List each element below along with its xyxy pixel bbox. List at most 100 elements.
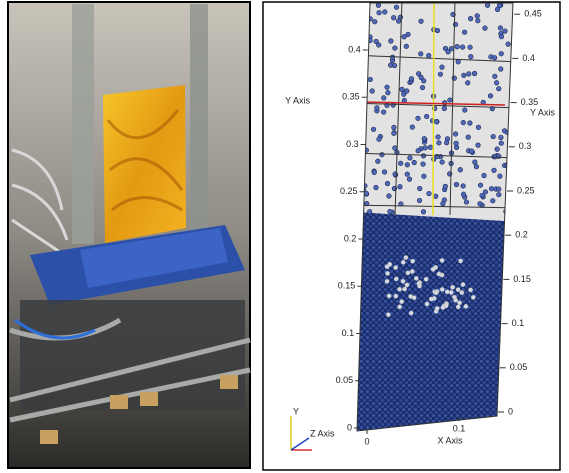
particle	[382, 10, 387, 15]
particle	[468, 16, 473, 21]
left-tick-label: 0.3	[346, 139, 359, 149]
particle	[394, 294, 398, 298]
particle	[483, 26, 488, 31]
particle	[469, 149, 474, 154]
particle	[468, 54, 473, 59]
particle	[440, 258, 444, 262]
particle	[377, 137, 382, 142]
particle	[387, 294, 391, 298]
particle	[428, 145, 433, 150]
particle	[393, 46, 398, 51]
particle	[425, 302, 429, 306]
particle	[407, 177, 412, 182]
particle	[498, 67, 503, 72]
particle	[421, 162, 426, 167]
left-tick-label: 0.4	[348, 44, 361, 54]
particle	[460, 45, 465, 50]
particle	[449, 290, 453, 294]
figure: Y Axis Y Axis X Axis Y Z Axis 0.40.350.3…	[0, 0, 569, 473]
particle	[462, 30, 467, 35]
particle	[381, 110, 386, 115]
particle	[385, 181, 390, 186]
right-tick-label: 0.45	[524, 9, 542, 19]
particle	[491, 134, 496, 139]
particle	[475, 14, 480, 19]
particle	[421, 209, 426, 214]
particle	[397, 287, 401, 291]
particle	[398, 184, 403, 189]
particle	[412, 296, 416, 300]
x-axis-title: X Axis	[437, 435, 463, 445]
right-axis-title: Y Axis	[530, 107, 555, 117]
particle	[405, 172, 410, 177]
particle	[492, 55, 497, 60]
particle	[387, 194, 392, 199]
particle	[474, 164, 479, 169]
particle	[380, 152, 385, 157]
particle	[499, 135, 504, 140]
particle	[388, 209, 393, 214]
particle	[433, 194, 438, 199]
particle	[489, 186, 494, 191]
particle	[435, 306, 439, 310]
particle	[476, 143, 481, 148]
particle	[461, 184, 466, 189]
particle	[422, 136, 427, 141]
particle	[412, 160, 417, 165]
particle	[464, 200, 469, 205]
x-tick-label: 0.1	[453, 423, 466, 433]
particle	[372, 19, 377, 24]
particle	[382, 170, 387, 175]
x-tick-label: 0	[364, 436, 369, 446]
particle	[416, 116, 421, 121]
particle	[466, 135, 471, 140]
particle	[506, 42, 511, 47]
particle	[438, 72, 443, 77]
particle	[385, 271, 389, 275]
particle	[440, 273, 444, 277]
particle	[400, 87, 405, 92]
particle	[503, 29, 508, 34]
particle	[429, 297, 433, 301]
particle	[392, 125, 397, 130]
particle	[473, 160, 478, 165]
particle	[376, 3, 381, 8]
particle	[385, 279, 389, 283]
particle	[374, 39, 379, 44]
particle	[427, 191, 432, 196]
particle	[444, 140, 449, 145]
particle	[468, 45, 473, 50]
particle	[456, 305, 460, 309]
particle	[461, 192, 466, 197]
left-tick-label: 0.2	[344, 233, 357, 243]
particle	[396, 19, 401, 24]
particle	[478, 183, 483, 188]
right-tick-label: 0.25	[517, 185, 535, 195]
particle	[404, 89, 409, 94]
left-tick-label: 0.05	[336, 375, 354, 385]
right-tick-label: 0.2	[515, 230, 528, 240]
particle	[468, 288, 472, 292]
particle	[410, 259, 414, 263]
particle	[488, 94, 493, 99]
particle	[405, 162, 410, 167]
particle	[399, 299, 403, 303]
left-tick-label: 0	[347, 422, 352, 432]
left-tick-label: 0.35	[342, 92, 360, 102]
particle	[475, 18, 480, 23]
particle	[422, 174, 427, 179]
particle	[421, 154, 426, 159]
particle	[461, 282, 465, 286]
particle	[375, 106, 380, 111]
particle	[393, 146, 398, 151]
particle	[398, 161, 403, 166]
particle	[435, 154, 440, 159]
particle	[404, 44, 409, 49]
particle	[405, 283, 409, 287]
right-tick-label: 0.05	[510, 362, 528, 372]
particle	[416, 148, 421, 153]
particle	[408, 156, 413, 161]
left-tick-label: 0.1	[342, 328, 355, 338]
particle	[389, 39, 394, 44]
apparatus-photo	[8, 2, 250, 468]
